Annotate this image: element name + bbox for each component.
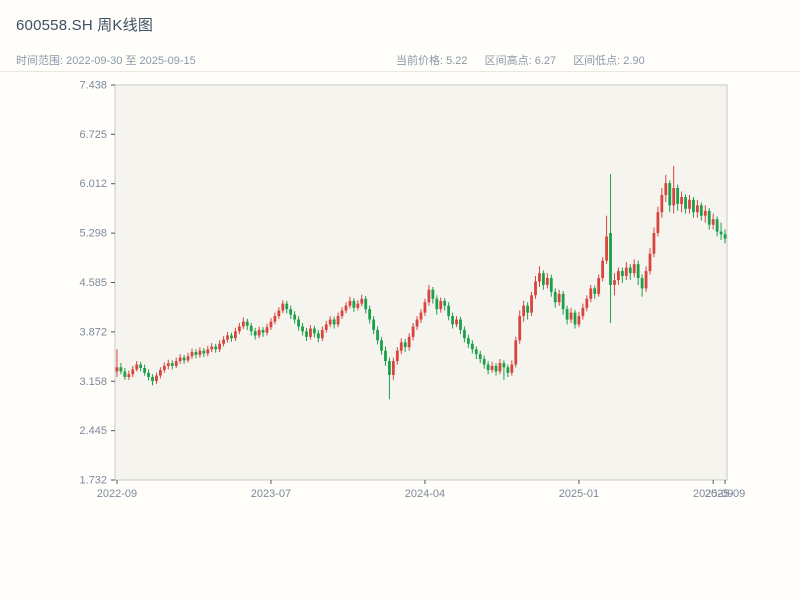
svg-text:2025-09: 2025-09 <box>693 488 733 500</box>
svg-text:6.012: 6.012 <box>79 178 107 190</box>
svg-text:2.445: 2.445 <box>79 425 107 437</box>
price-stats: 当前价格: 5.22 区间高点: 6.27 区间低点: 2.90 <box>396 52 659 68</box>
time-range-label: 时间范围: 2022-09-30 至 2025-09-15 <box>16 55 196 67</box>
svg-text:4.585: 4.585 <box>79 277 107 289</box>
page-title: 600558.SH 周K线图 <box>16 17 154 34</box>
svg-text:2023-07: 2023-07 <box>251 488 291 500</box>
svg-text:2022-09: 2022-09 <box>97 488 137 500</box>
svg-text:2025-09: 2025-09 <box>705 488 745 500</box>
svg-text:5.298: 5.298 <box>79 228 107 240</box>
svg-text:7.438: 7.438 <box>79 80 107 92</box>
current-price-stat: 当前价格: 5.22 <box>396 55 468 67</box>
svg-text:1.732: 1.732 <box>79 475 107 487</box>
svg-text:3.158: 3.158 <box>79 376 107 388</box>
svg-text:2025-01: 2025-01 <box>559 488 599 500</box>
header-divider <box>0 71 800 72</box>
range-high-stat: 区间高点: 6.27 <box>484 55 557 67</box>
svg-text:3.872: 3.872 <box>79 326 107 338</box>
svg-text:6.725: 6.725 <box>79 129 107 141</box>
range-low-stat: 区间低点: 2.90 <box>573 55 645 67</box>
svg-text:2024-04: 2024-04 <box>405 488 445 500</box>
